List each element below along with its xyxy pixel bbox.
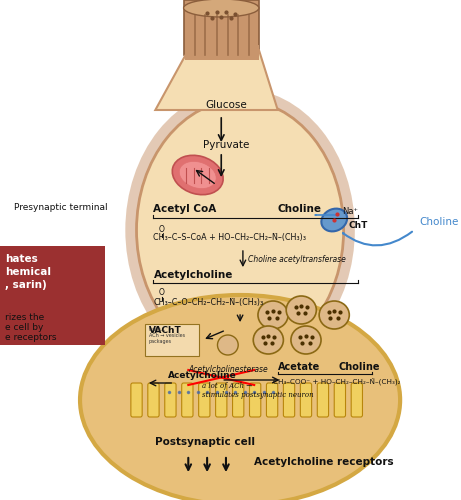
Text: Pyruvate: Pyruvate [203,140,249,150]
Ellipse shape [80,295,400,500]
FancyBboxPatch shape [183,0,259,55]
FancyBboxPatch shape [148,383,159,417]
Text: Acetyl CoA: Acetyl CoA [154,204,217,214]
Ellipse shape [172,156,223,194]
Ellipse shape [258,301,288,329]
Text: hemical: hemical [5,267,51,277]
FancyBboxPatch shape [284,383,295,417]
FancyBboxPatch shape [131,383,142,417]
Ellipse shape [291,326,321,354]
Text: VAChT: VAChT [149,326,182,335]
Text: Postsynaptic cell: Postsynaptic cell [155,437,255,447]
Ellipse shape [321,208,347,232]
FancyBboxPatch shape [199,383,210,417]
Ellipse shape [136,100,343,360]
Ellipse shape [183,0,259,17]
Polygon shape [155,50,278,110]
Text: e receptors: e receptors [5,333,56,342]
Text: CH₃–C–S–CoA + HO–CH₂–CH₂–N̈–(CH₃)₃: CH₃–C–S–CoA + HO–CH₂–CH₂–N̈–(CH₃)₃ [154,233,307,242]
FancyBboxPatch shape [232,383,244,417]
Text: CH₃–COO⁻ + HO–CH₂–CH₂–N̈–(CH₃)₂: CH₃–COO⁻ + HO–CH₂–CH₂–N̈–(CH₃)₂ [273,379,401,386]
Text: e cell by: e cell by [5,323,43,332]
Text: Choline acetyltransferase: Choline acetyltransferase [248,255,345,264]
Text: trans...
ACh → vesicles
packages: trans... ACh → vesicles packages [149,328,185,344]
FancyArrowPatch shape [343,232,412,245]
FancyBboxPatch shape [216,383,227,417]
Text: ChT: ChT [349,221,368,230]
FancyBboxPatch shape [351,383,362,417]
Text: Na⁺: Na⁺ [342,207,358,216]
FancyBboxPatch shape [182,383,193,417]
Text: Glucose: Glucose [205,100,247,110]
Text: rizes the: rizes the [5,313,44,322]
Ellipse shape [179,162,216,188]
Text: Choline: Choline [278,204,322,214]
Text: hates: hates [5,254,37,264]
FancyBboxPatch shape [334,383,346,417]
Text: Acetylcholinesterase: Acetylcholinesterase [188,365,268,374]
Ellipse shape [319,301,349,329]
Text: Choline: Choline [419,217,458,227]
Text: Acetylcholine receptors: Acetylcholine receptors [254,457,394,467]
FancyBboxPatch shape [145,324,199,356]
FancyBboxPatch shape [300,383,312,417]
Text: O: O [158,288,164,297]
Text: , sarin): , sarin) [5,280,47,290]
Text: a lot of ACh →
stimulates postsynaptic neuron: a lot of ACh → stimulates postsynaptic n… [202,382,314,399]
Text: Acetylcholine: Acetylcholine [154,270,233,280]
FancyArrowPatch shape [315,214,336,216]
FancyBboxPatch shape [184,45,259,60]
Text: Acetylcholine: Acetylcholine [168,371,236,380]
Text: Acetate: Acetate [278,362,320,372]
Text: O: O [158,225,164,234]
FancyBboxPatch shape [0,246,106,345]
Ellipse shape [253,326,284,354]
Text: Choline: Choline [339,362,380,372]
Ellipse shape [218,335,238,355]
Text: Presynaptic terminal: Presynaptic terminal [14,203,108,212]
FancyBboxPatch shape [317,383,329,417]
Text: CH₃–C–O–CH₂–CH₂–N̈–(CH₃)₃: CH₃–C–O–CH₂–CH₂–N̈–(CH₃)₃ [154,298,264,307]
Ellipse shape [286,296,316,324]
FancyBboxPatch shape [266,383,278,417]
FancyBboxPatch shape [165,383,176,417]
FancyBboxPatch shape [249,383,261,417]
